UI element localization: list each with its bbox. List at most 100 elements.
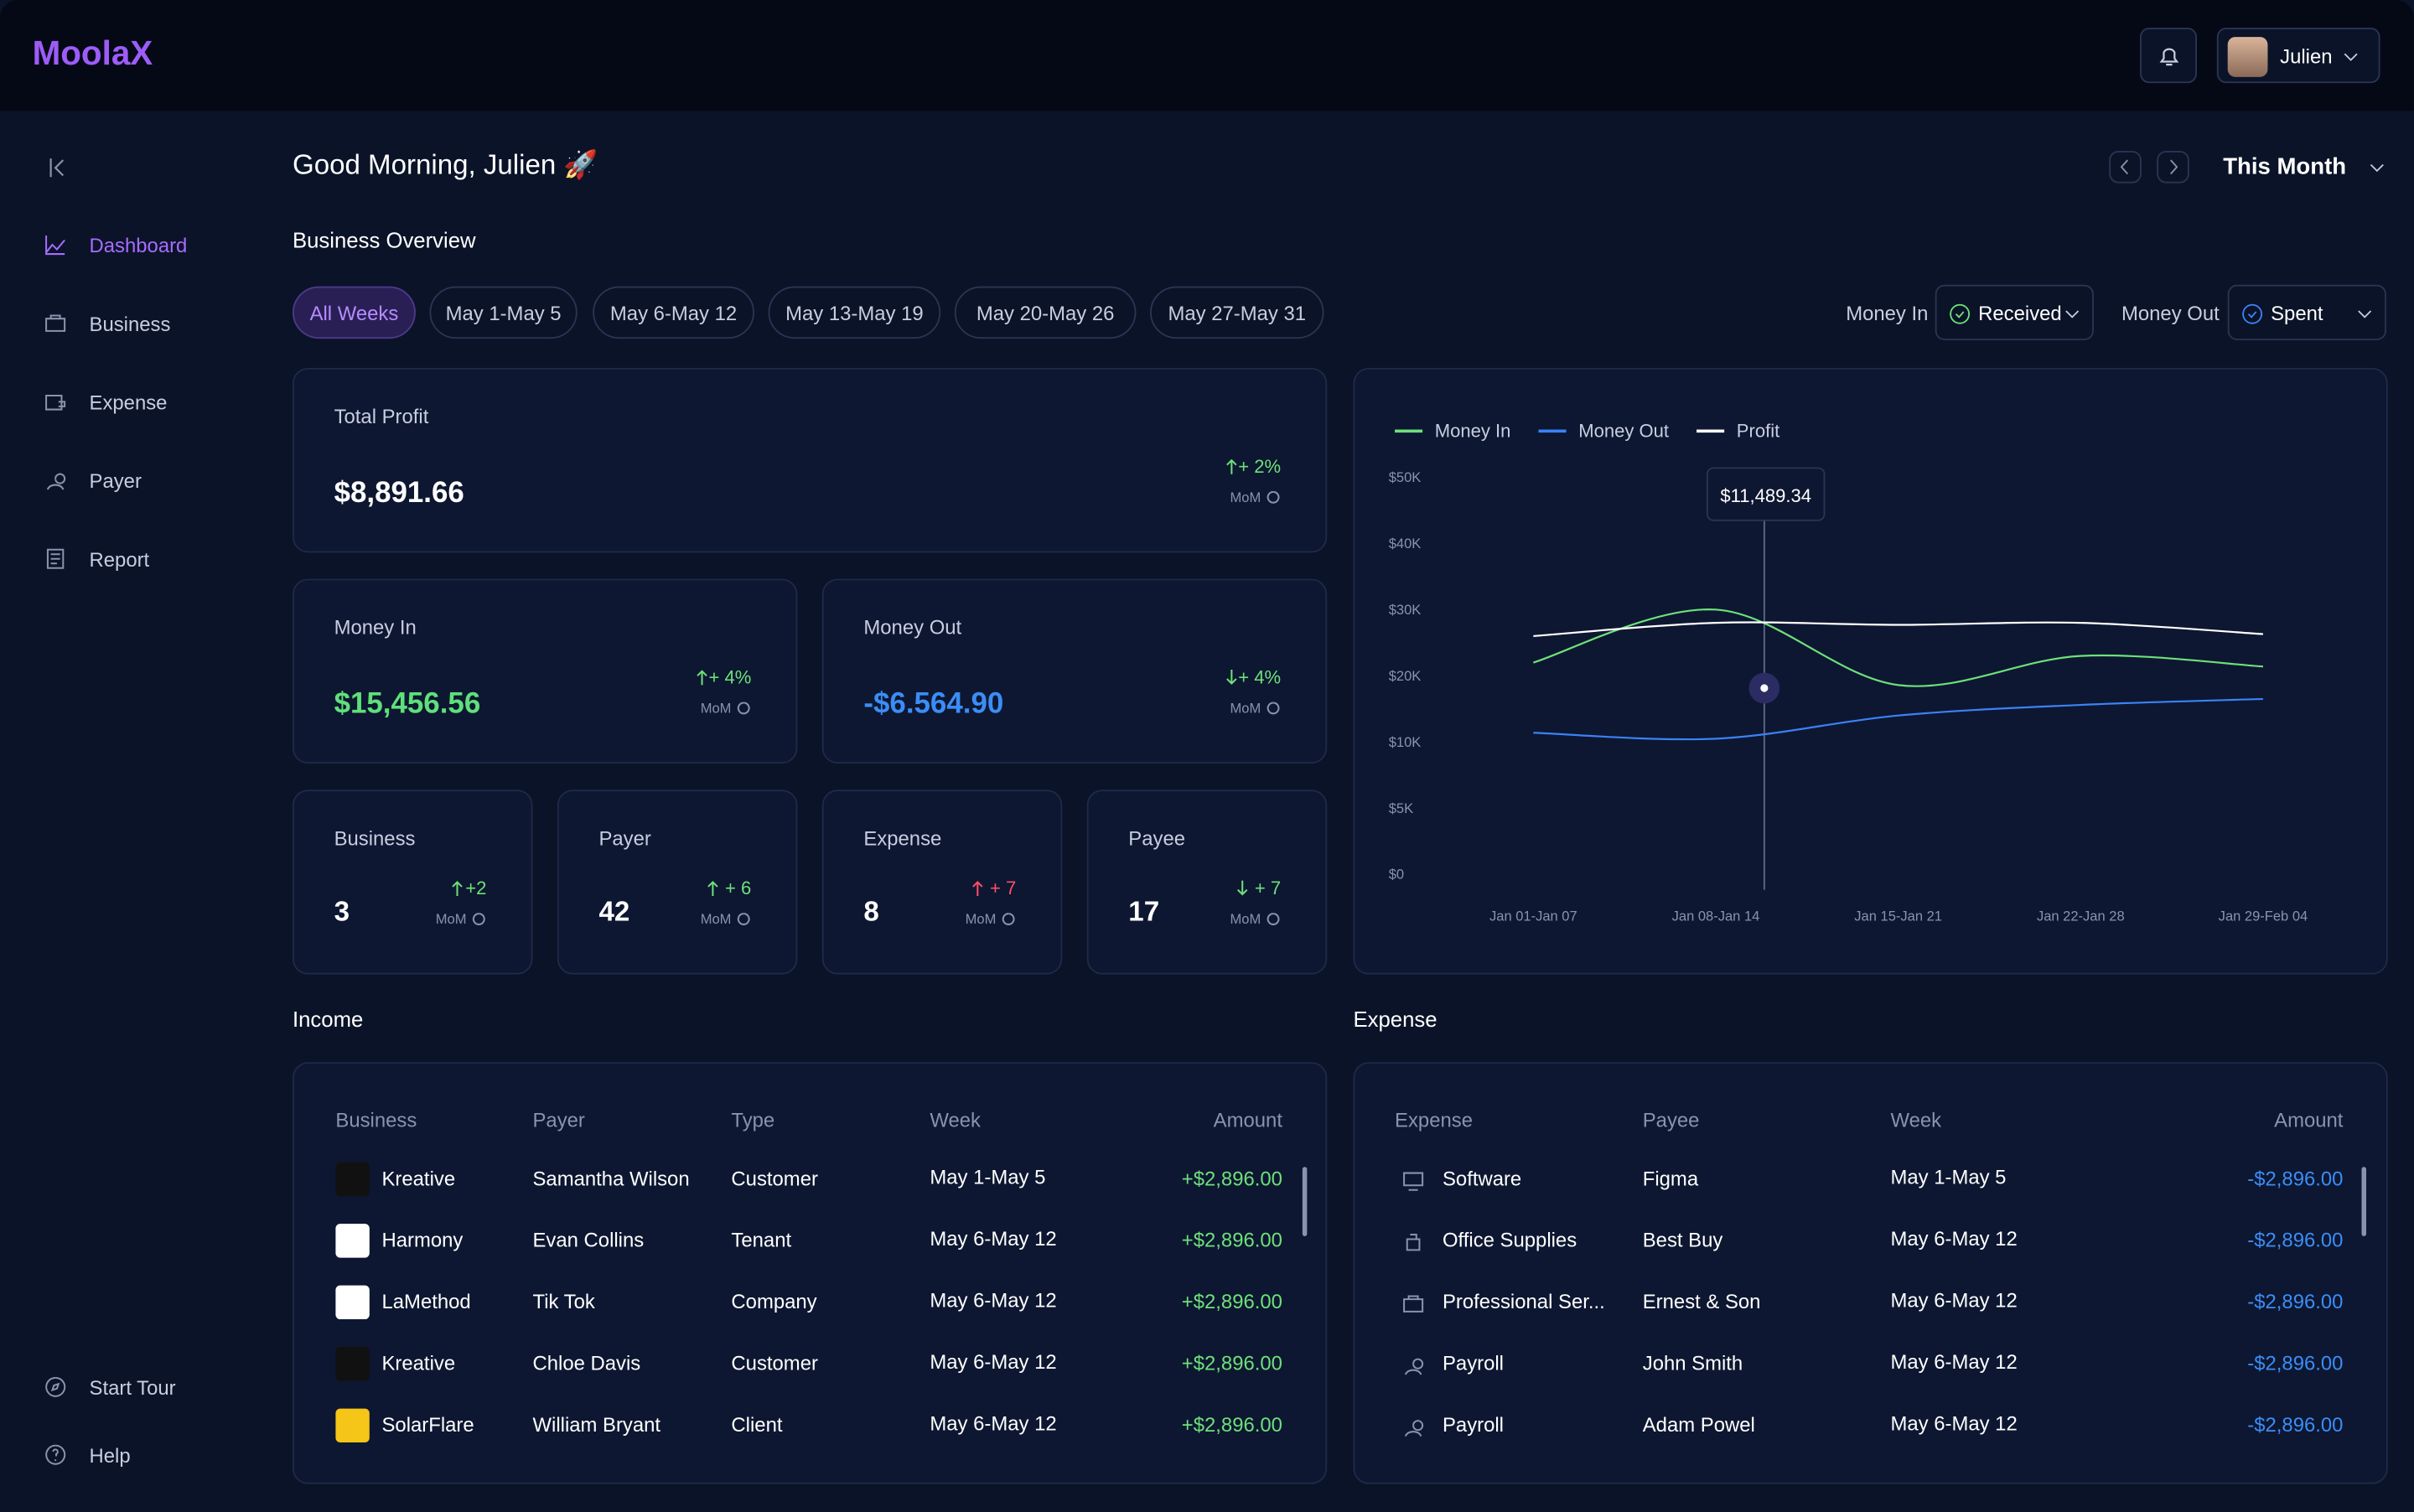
table-cell: Payroll (1442, 1413, 1504, 1437)
income-table (292, 1062, 1328, 1484)
table-title: Expense (1353, 1007, 1438, 1032)
legend-label: Money In (1435, 421, 1511, 442)
column-header: Payee (1642, 1108, 1700, 1131)
nav-item[interactable]: Help (89, 1443, 131, 1468)
table-cell: Software (1442, 1167, 1522, 1190)
table-cell: May 6-May 12 (1890, 1411, 2018, 1435)
card (292, 578, 798, 764)
table-cell: -$2,896.00 (2247, 1413, 2344, 1437)
table-cell: Samantha Wilson (532, 1167, 690, 1190)
prev-button[interactable] (2109, 150, 2142, 184)
chevron (2344, 53, 2358, 61)
x-tick-label: Jan 15-Jan 21 (1854, 908, 1942, 924)
expense-icon (1403, 1172, 1424, 1191)
trend-arrow (972, 881, 983, 896)
y-tick-label: $20K (1389, 668, 1422, 684)
card-note: MoM (1230, 489, 1261, 505)
period-select[interactable]: This Month (2223, 153, 2347, 180)
card-change: + 4% (1238, 666, 1282, 689)
x-tick-label: Jan 22-Jan 28 (2037, 908, 2125, 924)
card-change: + 7 (989, 877, 1017, 899)
scrollbar[interactable] (1302, 1167, 1308, 1236)
week-tab[interactable]: May 1-May 5 (429, 286, 578, 339)
select-value: Received (1978, 301, 2062, 325)
logo: MoolaX (32, 34, 153, 73)
user-menu[interactable]: Julien (2216, 28, 2380, 84)
table-cell: Client (731, 1413, 783, 1437)
y-tick-label: $0 (1389, 867, 1404, 883)
table-cell: May 6-May 12 (930, 1411, 1057, 1435)
week-tab[interactable]: May 20-May 26 (954, 286, 1137, 339)
card-title: Business (334, 826, 416, 850)
column-header: Amount (2274, 1108, 2344, 1131)
y-tick-label: $10K (1389, 734, 1422, 750)
icon (45, 1444, 66, 1465)
nav-item[interactable]: Business (89, 312, 171, 336)
icon (46, 473, 66, 490)
section-title: Business Overview (292, 227, 476, 253)
week-tab[interactable]: May 6-May 12 (593, 286, 754, 339)
card (1086, 790, 1328, 975)
card (821, 578, 1328, 764)
business-logo (335, 1408, 370, 1442)
card-value: 17 (1128, 895, 1160, 927)
card (292, 367, 1328, 553)
trend-arrow (452, 881, 463, 896)
week-tab[interactable]: May 27-May 31 (1150, 286, 1324, 339)
money-in-select[interactable]: Received (1935, 284, 2094, 340)
trend-arrow (1226, 458, 1237, 474)
bell-icon (2159, 48, 2179, 66)
card (557, 790, 798, 975)
expense-icon (1406, 1234, 1421, 1251)
card-note: MoM (965, 911, 997, 927)
info-icon (1002, 913, 1015, 925)
tooltip-text: $11,489.34 (1720, 485, 1811, 506)
card-change: + 7 (1254, 877, 1282, 899)
table-cell: Evan Collins (532, 1228, 645, 1252)
week-tab[interactable]: May 13-May 19 (768, 286, 941, 339)
table-cell: -$2,896.00 (2247, 1351, 2344, 1375)
table-cell: Tik Tok (532, 1290, 595, 1313)
week-tab[interactable]: All Weeks (292, 286, 416, 339)
card-note: MoM (700, 911, 732, 927)
table-cell: Ernest & Son (1642, 1290, 1761, 1313)
money-out-select[interactable]: Spent (2227, 284, 2386, 340)
nav-item[interactable]: Report (89, 547, 150, 572)
card-note: MoM (435, 911, 467, 927)
tooltip-box (1706, 467, 1826, 521)
line-series (1533, 621, 2264, 638)
card-note: MoM (700, 700, 732, 717)
column-header: Expense (1395, 1108, 1473, 1131)
table-cell: Kreative (381, 1351, 456, 1375)
table-cell: May 1-May 5 (1890, 1165, 2007, 1188)
nav-item[interactable]: Dashboard (89, 234, 188, 257)
icon (45, 314, 66, 332)
table-cell: +$2,896.00 (1181, 1290, 1282, 1313)
collapse-icon[interactable] (44, 156, 69, 180)
y-tick-label: $30K (1389, 602, 1422, 618)
user-name: Julien (2280, 44, 2333, 68)
card-title: Payee (1128, 826, 1186, 850)
nav-item[interactable]: Start Tour (89, 1376, 176, 1400)
next-button[interactable] (2157, 150, 2189, 184)
scrollbar[interactable] (2361, 1167, 2367, 1236)
business-logo (335, 1162, 370, 1197)
nav-item[interactable]: Payer (89, 469, 142, 493)
trend-arrow (1226, 669, 1237, 685)
card-title: Money Out (863, 615, 962, 639)
y-tick-label: $5K (1389, 800, 1413, 816)
table-cell: SolarFlare (381, 1413, 474, 1437)
table-cell: Harmony (381, 1228, 464, 1252)
table-cell: +$2,896.00 (1181, 1228, 1282, 1252)
table-cell: Payroll (1442, 1351, 1504, 1375)
column-header: Business (335, 1108, 417, 1131)
table-cell: Tenant (731, 1228, 792, 1252)
card (821, 790, 1063, 975)
notification-button[interactable] (2140, 28, 2197, 84)
card-value: $15,456.56 (334, 688, 481, 721)
table-cell: -$2,896.00 (2247, 1290, 2344, 1313)
x-tick-label: Jan 08-Jan 14 (1672, 908, 1760, 924)
nav-item[interactable]: Expense (89, 391, 168, 415)
table-cell: LaMethod (381, 1290, 471, 1313)
table-title: Income (292, 1007, 364, 1032)
